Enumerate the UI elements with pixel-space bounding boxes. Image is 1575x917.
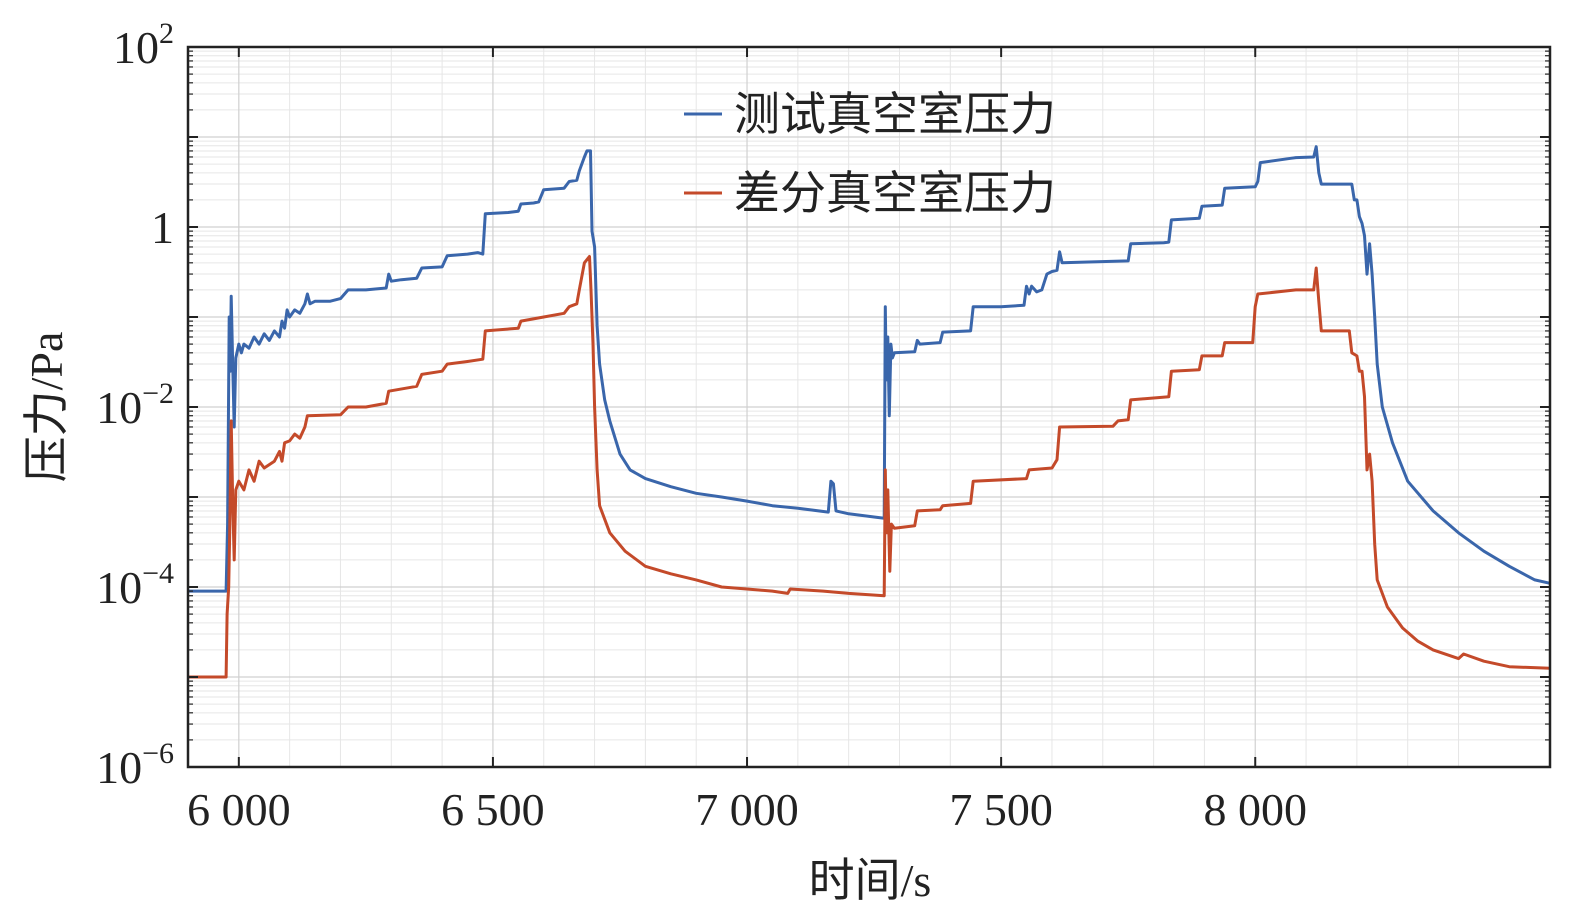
x-axis-title: 时间/s <box>809 855 932 906</box>
axis-ticks <box>188 46 1550 768</box>
series-layer <box>188 145 1551 679</box>
x-tick-label: 6 000 <box>187 784 291 835</box>
x-tick-label: 7 500 <box>949 784 1053 835</box>
series-line-differential-chamber <box>188 255 1551 679</box>
x-tick-label: 8 000 <box>1203 784 1307 835</box>
y-tick-exponent: −4 <box>142 557 174 590</box>
legend-label-test-chamber: 测试真空室压力 <box>734 89 1056 140</box>
y-tick-label: 10−6 <box>96 737 174 793</box>
y-tick-base: 10 <box>96 742 142 793</box>
y-tick-label: 1 <box>151 202 174 253</box>
y-tick-exponent: −2 <box>142 377 174 410</box>
major-grid <box>188 46 1550 768</box>
legend: 测试真空室压力 差分真空室压力 <box>684 89 1056 219</box>
y-tick-exponent: 2 <box>159 17 174 50</box>
x-tick-labels: 6 000 6 500 7 000 7 500 8 000 <box>187 784 1307 835</box>
series-line-test-chamber <box>188 145 1551 593</box>
y-tick-label: 102 <box>113 17 174 73</box>
y-tick-base: 10 <box>96 562 142 613</box>
x-tick-label: 6 500 <box>441 784 545 835</box>
y-tick-label: 10−4 <box>96 557 174 613</box>
y-tick-exponent: −6 <box>142 737 174 770</box>
y-tick-base: 10 <box>96 382 142 433</box>
y-axis-title: 压力/Pa <box>21 332 72 483</box>
y-tick-base: 1 <box>151 202 174 253</box>
y-tick-base: 10 <box>113 22 159 73</box>
legend-label-differential-chamber: 差分真空室压力 <box>734 168 1056 219</box>
x-tick-label: 7 000 <box>695 784 799 835</box>
y-tick-label: 10−2 <box>96 377 174 433</box>
